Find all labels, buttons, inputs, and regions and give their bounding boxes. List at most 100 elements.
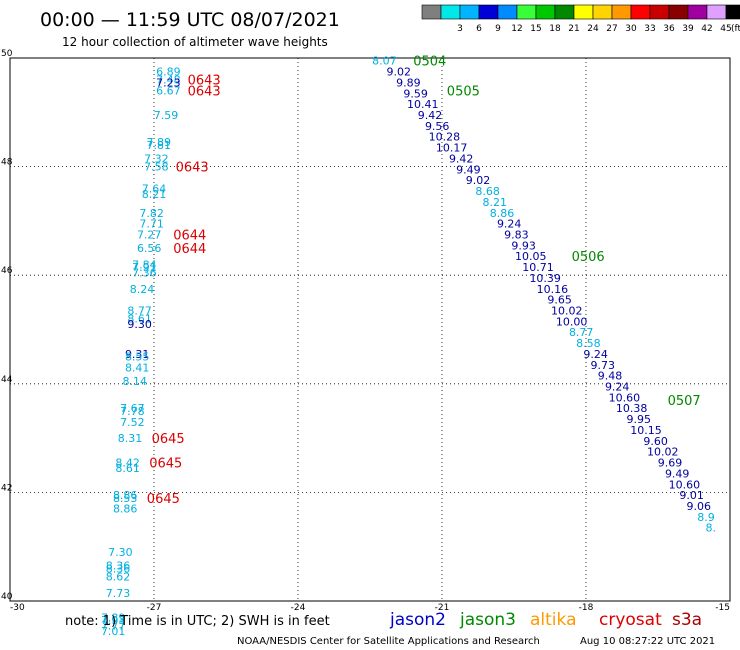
wave-height-value: 7.77 [101, 619, 126, 632]
wave-height-value: 10.39 [529, 272, 561, 285]
legend-altika: altika [530, 610, 577, 630]
scale-swatch [478, 4, 499, 20]
scale-label: 30 [625, 24, 637, 34]
wave-height-value: 8.55 [125, 351, 150, 364]
pass-time-label: 0505 [447, 85, 480, 100]
wave-height-value: 8.07 [372, 55, 397, 68]
wave-height-value: 8.68 [475, 185, 500, 198]
y-tick-label: 48 [1, 158, 13, 168]
wave-height-value: 9.73 [591, 359, 616, 372]
x-tick-label: -24 [291, 603, 306, 613]
x-tick-label: -30 [10, 603, 25, 613]
wave-height-value: 9.02 [387, 66, 412, 79]
scale-unit: (ft) [731, 24, 740, 34]
wave-height-value: 9.30 [127, 318, 152, 331]
wave-height-value: 8.61 [127, 313, 152, 326]
wave-height-value: 7.89 [101, 611, 126, 624]
scale-label: 36 [663, 24, 675, 34]
scale-swatch [516, 4, 537, 20]
wave-height-value: 7.30 [108, 546, 133, 559]
wave-height-value: 9.42 [449, 152, 474, 165]
x-tick-label: -15 [715, 603, 730, 613]
scale-label: 6 [476, 24, 482, 34]
legend-jason2: jason2 [389, 610, 446, 630]
wave-height-value: 9.01 [679, 489, 704, 502]
wave-height-value: 10.17 [436, 142, 468, 155]
scale-label: 24 [587, 24, 599, 34]
wave-height-value: 7.27 [137, 228, 162, 241]
wave-height-value: 10.60 [669, 478, 701, 491]
pass-time-label: 0643 [188, 85, 221, 100]
y-tick-label: 50 [1, 49, 13, 59]
scale-swatch [535, 4, 556, 20]
wave-height-value: 10.60 [609, 391, 641, 404]
scale-swatch [649, 4, 670, 20]
pass-time-label: 0645 [152, 432, 185, 447]
wave-height-value: 8.21 [142, 188, 167, 201]
scale-label: 33 [644, 24, 655, 34]
wave-height-value: 7.67 [120, 402, 145, 415]
wave-height-value: 8.14 [123, 375, 148, 388]
wave-height-value: 10.05 [515, 250, 547, 263]
pass-time-labels: 0643064306430644064406450645064505040505… [147, 55, 701, 507]
wave-height-value: 8.86 [113, 503, 138, 516]
wave-height-value: 8.42 [115, 457, 140, 470]
wave-height-value: 8. [706, 522, 717, 535]
pass-time-label: 0644 [173, 242, 206, 257]
footer-note: note: 1) Time is in UTC; 2) SWH is in fe… [65, 614, 330, 629]
wave-height-value: 7.71 [139, 218, 164, 231]
wave-height-value: 8.53 [113, 492, 138, 505]
legend-jason3: jason3 [459, 610, 516, 630]
pass-time-label: 0507 [668, 394, 701, 409]
wave-height-value: 7.59 [154, 109, 179, 122]
pass-time-label: 0643 [176, 161, 209, 176]
wave-height-value: 7.58 [144, 161, 169, 174]
scale-swatch [497, 4, 518, 20]
pass-time-label: 0506 [572, 250, 605, 265]
scale-swatch [668, 4, 689, 20]
wave-height-value: 9.49 [456, 163, 481, 176]
y-tick-label: 40 [1, 592, 13, 602]
wave-height-value: 9.02 [466, 174, 491, 187]
wave-height-value: 8.31 [118, 432, 143, 445]
scale-label: 12 [511, 24, 522, 34]
wave-height-value: 10.38 [616, 402, 648, 415]
wave-height-value: 8.77 [127, 304, 152, 317]
scale-swatch [611, 4, 632, 20]
scale-swatch [421, 4, 442, 20]
wave-height-value: 7.64 [142, 182, 167, 195]
wave-height-value: 6.89 [156, 66, 181, 79]
y-tick-label: 44 [1, 375, 13, 385]
wave-height-value: 7.93 [101, 614, 126, 627]
scale-swatch [554, 4, 575, 20]
scale-label: 21 [568, 24, 579, 34]
wave-height-value: 8.58 [576, 337, 601, 350]
legend-s3a: s3a [672, 610, 702, 630]
wave-height-value: 9.59 [403, 87, 428, 100]
wave-height-labels: 6.897.487.236.677.597.897.817.327.587.64… [101, 55, 716, 638]
wave-height-value: 9.60 [643, 435, 668, 448]
wave-height-value: 7.89 [147, 136, 172, 149]
wave-height-value: 9.06 [687, 500, 712, 513]
scale-swatch [573, 4, 594, 20]
map-subtitle: 12 hour collection of altimeter wave hei… [62, 35, 328, 49]
scale-swatch [687, 4, 708, 20]
scale-swatch [459, 4, 480, 20]
wave-height-value: 10.15 [630, 424, 662, 437]
wave-height-value: 9.24 [605, 381, 630, 394]
x-tick-label: -21 [435, 603, 450, 613]
wave-height-value: 7.52 [120, 416, 145, 429]
scale-label: 27 [606, 24, 617, 34]
credit-text: NOAA/NESDIS Center for Satellite Applica… [237, 636, 540, 647]
wave-height-value: 8.9 [697, 511, 715, 524]
wave-height-value: 9.95 [627, 413, 652, 426]
scale-label: 45 [720, 24, 731, 34]
wave-height-value: 7.82 [139, 207, 164, 220]
wave-height-value: 9.69 [658, 457, 683, 470]
wave-height-value: 7.01 [101, 625, 126, 638]
wave-height-value: 10.00 [556, 315, 588, 328]
wave-height-value: 7.81 [147, 139, 172, 152]
wave-height-value: 10.28 [429, 131, 461, 144]
